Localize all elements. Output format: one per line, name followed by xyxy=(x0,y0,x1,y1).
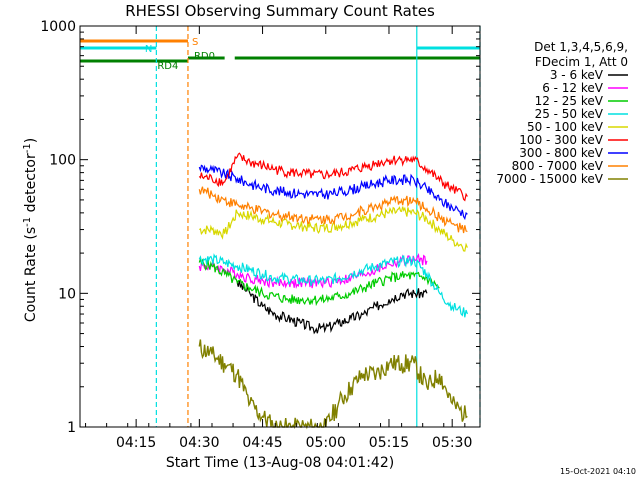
legend-label-1: 3 - 6 keV xyxy=(550,68,604,82)
series-line-9 xyxy=(198,339,468,430)
legend-header-2: FDecim 1, Att 0 xyxy=(535,55,628,69)
y-tick-label-3: 100 xyxy=(49,153,76,169)
legend-label-8: 800 - 7000 keV xyxy=(512,159,604,173)
x-tick-label-5: 05:15 xyxy=(369,435,409,451)
y-axis-label-end: ) xyxy=(23,138,39,143)
series-line-2 xyxy=(198,253,428,289)
legend-label-9: 7000 - 15000 keV xyxy=(496,172,603,186)
plot-frame xyxy=(79,25,481,428)
flag-label-rd4: RD4 xyxy=(157,61,178,72)
series-line-1 xyxy=(236,280,428,335)
series-line-4 xyxy=(198,253,468,318)
data-series xyxy=(198,152,468,430)
legend-label-7: 300 - 800 keV xyxy=(519,146,603,160)
flag-label-s: S xyxy=(192,37,198,48)
series-line-3 xyxy=(198,256,440,307)
footer-timestamp: 15-Oct-2021 04:10 xyxy=(560,467,636,476)
series-line-6 xyxy=(198,152,468,202)
legend-label-2: 6 - 12 keV xyxy=(542,81,604,95)
legend-label-6: 100 - 300 keV xyxy=(519,133,603,147)
flag-label-n: N xyxy=(145,44,152,55)
y-tick-label-1: 1 xyxy=(67,420,76,436)
y-tick-label-2: 10 xyxy=(58,286,76,302)
legend-header-1: Det 1,3,4,5,6,9, xyxy=(534,40,628,54)
y-axis-label-main: Count Rate (s xyxy=(23,227,39,322)
legend-label-3: 12 - 25 keV xyxy=(535,94,604,108)
legend-label-5: 50 - 100 keV xyxy=(527,120,604,134)
x-tick-label-6: 05:30 xyxy=(432,435,472,451)
chart-title: RHESSI Observing Summary Count Rates xyxy=(125,2,435,20)
y-tick-label-4: 1000 xyxy=(40,19,76,35)
x-tick-label-2: 04:30 xyxy=(179,435,219,451)
x-tick-label-4: 05:00 xyxy=(306,435,346,451)
series-line-5 xyxy=(198,206,468,252)
series-line-8 xyxy=(198,186,468,234)
y-axis-label-sup1: -1 xyxy=(22,217,33,227)
y-axis-label-mid: detector xyxy=(23,153,39,217)
series-line-7 xyxy=(198,164,468,221)
x-tick-label-3: 04:45 xyxy=(242,435,282,451)
y-axis-label: Count Rate (s-1 detector-1) xyxy=(22,138,39,322)
flag-label-rd0: RD0 xyxy=(194,51,215,62)
y-axis-label-sup2: -1 xyxy=(22,143,33,153)
x-tick-label-1: 04:15 xyxy=(116,435,156,451)
y-axis-ticks: 1 10 100 1000 xyxy=(40,19,480,436)
legend-label-4: 25 - 50 keV xyxy=(535,107,604,121)
flag-bars: S N RD0 RD4 xyxy=(80,37,480,72)
x-axis-ticks: 04:15 04:30 04:45 05:00 05:15 05:30 xyxy=(85,26,472,451)
legend: Det 1,3,4,5,6,9, FDecim 1, Att 0 3 - 6 k… xyxy=(496,40,628,186)
x-axis-label: Start Time (13-Aug-08 04:01:42) xyxy=(166,455,394,471)
